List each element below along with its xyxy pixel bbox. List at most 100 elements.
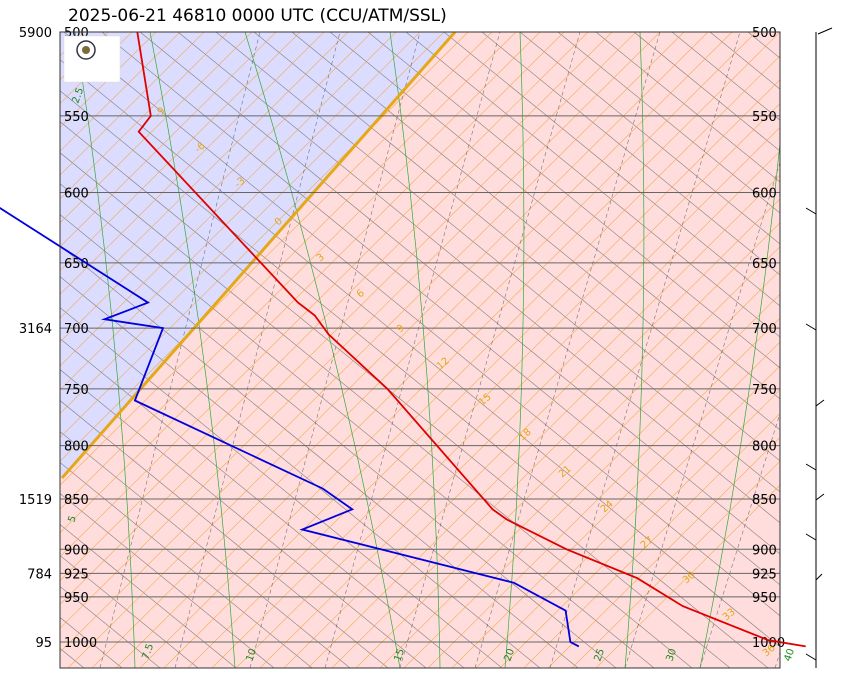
moist-adiabat [249, 32, 421, 668]
temperature-profile [136, 31, 806, 648]
logo-seal-center [82, 46, 90, 54]
isotherm [427, 317, 780, 668]
wind-barb [815, 573, 823, 581]
mixing-ratio-line [244, 32, 401, 668]
pressure-label-left: 925 [64, 567, 89, 582]
isotherm [60, 32, 205, 176]
dry-adiabat [786, 32, 850, 668]
pressure-label-right: 1000 [752, 636, 785, 651]
dry-adiabat [291, 32, 780, 431]
mixing-ratio-label: 5 [66, 514, 79, 524]
isotherm [0, 32, 12, 668]
moist-adiabat [399, 32, 581, 668]
dry-adiabat [253, 32, 780, 462]
isotherm-label: 9 [395, 323, 407, 336]
mixing-ratio-line [624, 32, 645, 668]
dry-adiabat [519, 32, 780, 245]
dry-adiabat [60, 555, 199, 668]
isotherm [355, 246, 780, 668]
isotherm [60, 32, 589, 558]
moist-adiabat [624, 161, 780, 668]
isotherm [595, 484, 780, 668]
isotherm [67, 32, 709, 668]
dry-adiabat [60, 524, 237, 668]
pressure-label-right: 850 [752, 493, 777, 508]
isotherm [499, 389, 780, 668]
mixing-ratio-label: 20 [502, 647, 517, 663]
isotherm [547, 437, 780, 668]
dry-adiabat [60, 462, 313, 668]
dry-adiabat [405, 32, 780, 338]
pressure-label-left: 750 [64, 383, 89, 398]
mixing-ratio-label: 10 [244, 647, 259, 663]
isotherm [307, 198, 780, 668]
wind-barb [805, 463, 817, 471]
moist-adiabat [99, 32, 261, 668]
height-label: 5900 [19, 26, 52, 41]
isotherm [91, 32, 733, 668]
pressure-label-left: 950 [64, 591, 89, 606]
isotherm [60, 32, 445, 415]
dry-adiabat [101, 32, 780, 586]
moist-adiabat [549, 32, 741, 668]
isotherm [403, 293, 780, 668]
height-label: 784 [27, 567, 52, 582]
dry-adiabat [60, 59, 780, 648]
pressure-label-left: 550 [64, 110, 89, 125]
mixing-ratio-line [504, 32, 525, 668]
wind-barb [805, 323, 817, 331]
wind-barb [805, 207, 817, 215]
dry-adiabat [60, 338, 465, 668]
isotherm [60, 32, 517, 486]
isotherm [211, 103, 780, 668]
mixing-ratio-line [389, 32, 441, 668]
isotherm [60, 32, 613, 581]
mixing-ratio-label: 30 [664, 647, 679, 663]
dry-adiabat [60, 90, 769, 668]
wind-barb [805, 533, 817, 541]
isotherm [60, 32, 325, 295]
pressure-label-left: 650 [64, 257, 89, 272]
dry-adiabat [633, 32, 780, 152]
dry-adiabat [60, 369, 427, 668]
pressure-label-right: 600 [752, 186, 777, 201]
pressure-label-left: 1000 [64, 636, 97, 651]
isotherm-label: 0 [273, 216, 285, 229]
dry-adiabat [443, 32, 780, 307]
wind-barb [817, 27, 833, 35]
dry-adiabat [824, 32, 850, 668]
moist-adiabat [474, 32, 661, 668]
wind-barb [815, 493, 825, 501]
dry-adiabat [60, 431, 351, 668]
pressure-label-right: 900 [752, 543, 777, 558]
dry-adiabat [215, 32, 780, 493]
dewpoint-profile [0, 206, 580, 648]
mixing-ratio-label: 7.5 [140, 642, 156, 661]
pressure-label-left: 800 [64, 440, 89, 455]
isotherm [60, 32, 229, 200]
dry-adiabat [60, 245, 579, 668]
wind-barb [815, 399, 825, 407]
dry-adiabat [60, 276, 541, 668]
mixing-ratio-label: 15 [392, 647, 407, 663]
mixing-ratio-label: 2.5 [70, 86, 86, 105]
pressure-label-right: 950 [752, 591, 777, 606]
isotherm [60, 32, 373, 343]
height-label: 1519 [19, 493, 52, 508]
parcel-line [60, 32, 457, 479]
plot-frame [59, 31, 781, 669]
pressure-label-left: 900 [64, 543, 89, 558]
isotherm [115, 32, 757, 668]
isotherm [139, 32, 780, 668]
pressure-label-left: 600 [64, 186, 89, 201]
plot-area [0, 32, 850, 668]
moist-adiabat [324, 32, 501, 668]
isotherm [60, 32, 181, 152]
dry-adiabat [63, 32, 780, 617]
dry-adiabat [60, 307, 503, 668]
isotherm [60, 32, 421, 391]
dry-adiabat [60, 400, 389, 668]
isotherm [475, 365, 780, 668]
mixing-ratio-line [74, 32, 136, 668]
